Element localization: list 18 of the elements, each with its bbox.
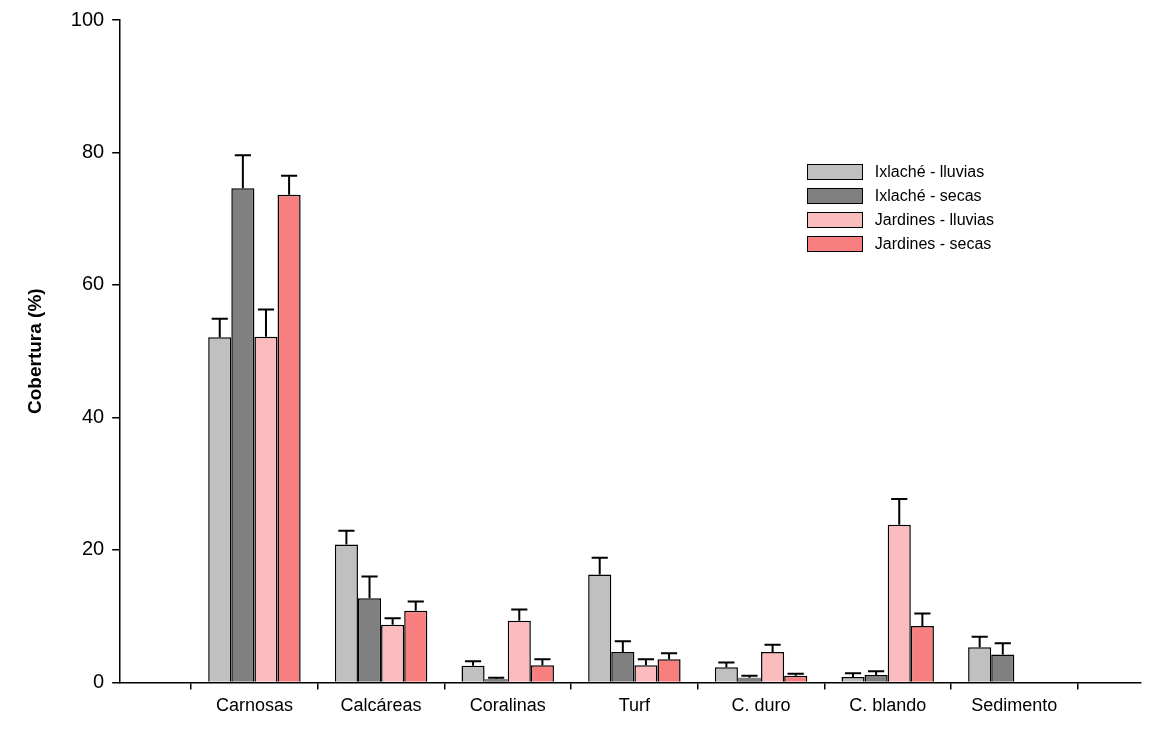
x-tick-label: Calcáreas xyxy=(340,695,422,716)
x-tick-label: C. blando xyxy=(849,695,927,716)
legend-label: Ixlaché - lluvias xyxy=(874,163,985,181)
x-tick-label: Sedimento xyxy=(971,695,1058,716)
legend-label: Ixlaché - secas xyxy=(874,187,982,205)
y-tick-label: 0 xyxy=(93,669,105,692)
x-tick-label: Turf xyxy=(618,695,652,716)
y-tick-label: 40 xyxy=(81,404,105,427)
x-tick-label: C. duro xyxy=(731,695,791,716)
y-tick-label: 80 xyxy=(81,140,105,162)
y-tick-label: 60 xyxy=(81,272,105,295)
legend-label: Jardines - lluvias xyxy=(874,211,994,229)
y-tick-label: 20 xyxy=(81,537,105,560)
y-tick-label: 100 xyxy=(70,7,105,30)
x-tick-label: Coralinas xyxy=(469,695,546,716)
legend-label: Jardines - secas xyxy=(874,235,992,253)
y-axis-title: Cobertura (%) xyxy=(23,288,45,415)
x-tick-label: Carnosas xyxy=(215,695,293,716)
